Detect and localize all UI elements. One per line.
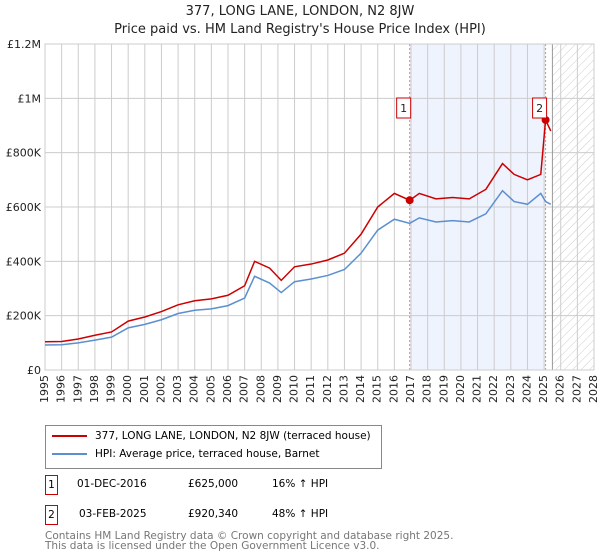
legend: 377, LONG LANE, LONDON, N2 8JW (terraced… <box>45 425 382 469</box>
y-tick-label: £400K <box>6 255 42 268</box>
x-tick-label: 2006 <box>221 375 234 403</box>
x-tick-label: 2023 <box>504 375 517 403</box>
x-tick-label: 2001 <box>138 375 151 403</box>
x-tick-label: 2008 <box>254 375 267 403</box>
transaction-row: 1 01-DEC-2016 £625,000 16% ↑ HPI <box>45 475 600 495</box>
sale-point <box>405 196 414 205</box>
footer-line: Contains HM Land Registry data © Crown c… <box>45 530 454 542</box>
x-tick-label: 2016 <box>387 375 400 403</box>
x-tick-label: 2027 <box>570 375 583 403</box>
transaction-date: 01-DEC-2016 <box>77 478 147 490</box>
y-tick-label: £800K <box>6 147 42 160</box>
x-tick-label: 2012 <box>321 375 334 403</box>
chart-subtitle: Price paid vs. HM Land Registry's House … <box>114 22 486 37</box>
transaction-price: £920,340 <box>188 508 239 520</box>
x-tick-label: 2020 <box>454 375 467 403</box>
x-tick-label: 2002 <box>154 375 167 403</box>
x-tick-label: 1997 <box>71 375 84 403</box>
marker-badge: 2 <box>45 505 58 525</box>
x-tick-label: 1996 <box>55 375 68 403</box>
marker-badge: 1 <box>45 475 58 495</box>
y-tick-label: £0 <box>27 364 41 377</box>
legend-property: 377, LONG LANE, LONDON, N2 8JW (terraced… <box>95 430 371 442</box>
legend-red-line <box>52 435 87 437</box>
x-tick-label: 1999 <box>105 375 118 403</box>
chart: 1995 1996 1997 1998 1999 2000 2001 2002 2003 2004… <box>6 38 600 403</box>
x-tick-label: 2025 <box>537 375 550 403</box>
x-tick-label: 2005 <box>204 375 217 403</box>
x-tick-label: 2010 <box>288 375 301 403</box>
hpi-line <box>44 189 552 346</box>
legend-hpi: HPI: Average price, terraced house, Barn… <box>95 448 320 460</box>
chart-title: 377, LONG LANE, LONDON, N2 8JW <box>185 4 415 19</box>
transaction-hpi: 16% ↑ HPI <box>272 478 329 490</box>
transaction-date: 03-FEB-2025 <box>79 508 147 520</box>
annotation-box <box>532 97 548 119</box>
annotation-label: 1 <box>400 102 407 115</box>
x-tick-label: 2014 <box>354 375 367 403</box>
x-tick-label: 2022 <box>487 375 500 403</box>
annotation-box <box>396 97 412 119</box>
y-tick-label: £1.2M <box>7 38 41 51</box>
y-tick-label: £200K <box>6 310 42 323</box>
x-tick-label: 2028 <box>587 375 600 403</box>
x-tick-label: 2019 <box>437 375 450 403</box>
x-tick-label: 2017 <box>404 375 417 403</box>
x-tick-label: 1995 <box>38 375 51 403</box>
x-tick-label: 2013 <box>337 375 350 403</box>
x-tick-label: 2021 <box>471 375 484 403</box>
x-tick-label: 2000 <box>121 375 134 403</box>
price-line <box>44 117 552 343</box>
x-tick-label: 2011 <box>304 375 317 403</box>
x-tick-label: 2024 <box>520 375 533 403</box>
y-tick-label: £600K <box>6 201 42 214</box>
x-tick-label: 2015 <box>371 375 384 403</box>
x-tick-label: 2007 <box>238 375 251 403</box>
y-tick-label: £1M <box>18 92 42 105</box>
x-tick-label: 1998 <box>88 375 101 403</box>
annotation-label: 2 <box>536 102 543 115</box>
plot-frame <box>44 43 595 371</box>
x-tick-label: 2003 <box>171 375 184 403</box>
x-tick-label: 2026 <box>554 375 567 403</box>
transaction-row: 2 03-FEB-2025 £920,340 48% ↑ HPI <box>45 505 600 525</box>
x-tick-label: 2018 <box>421 375 434 403</box>
x-tick-label: 2009 <box>271 375 284 403</box>
footer: Contains HM Land Registry data © Crown c… <box>45 530 454 552</box>
legend-blue-line <box>52 453 87 455</box>
footer-line: This data is licensed under the Open Gov… <box>45 540 380 552</box>
x-tick-label: 2004 <box>188 375 201 403</box>
transaction-hpi: 48% ↑ HPI <box>272 508 329 520</box>
transaction-price: £625,000 <box>188 478 239 490</box>
